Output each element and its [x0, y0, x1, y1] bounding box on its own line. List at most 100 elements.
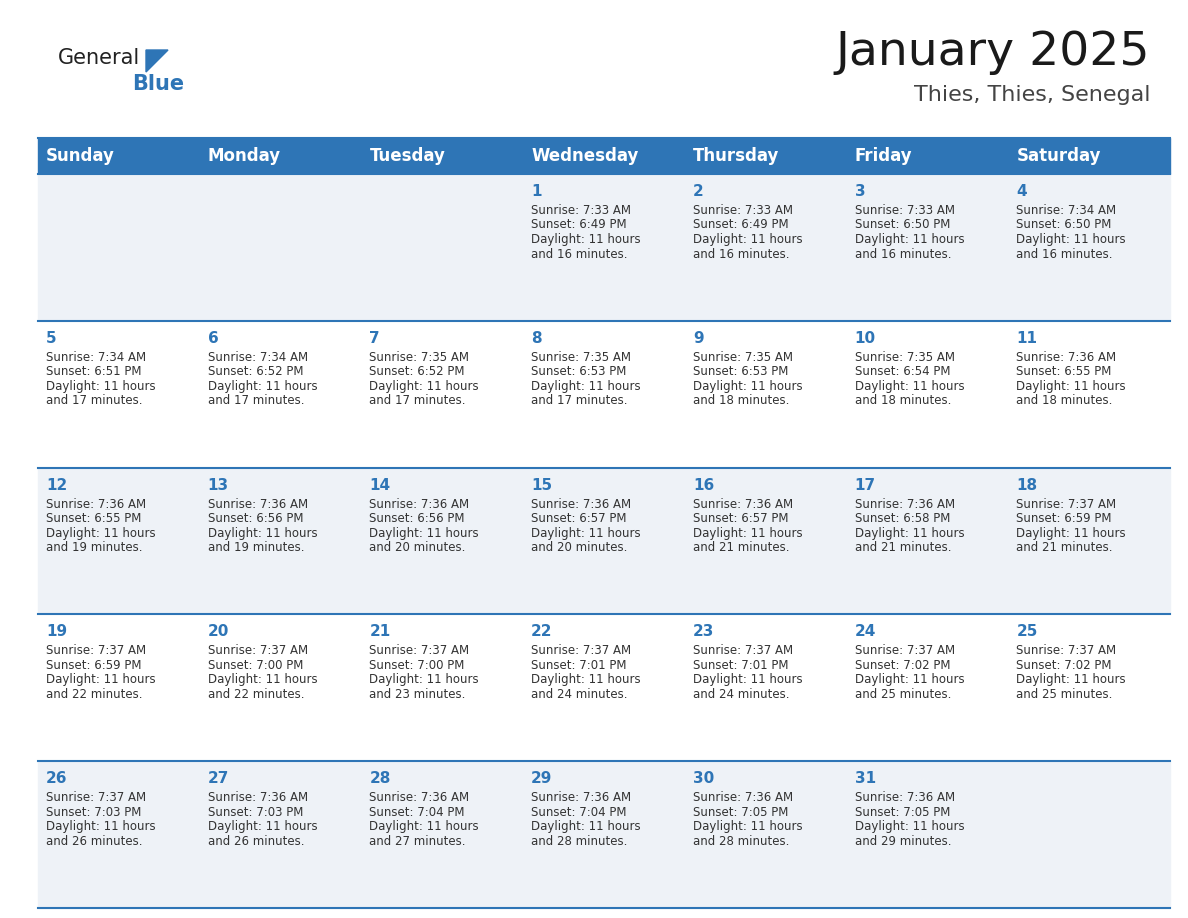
Text: and 17 minutes.: and 17 minutes.	[531, 395, 627, 408]
Text: 9: 9	[693, 330, 703, 346]
Text: Daylight: 11 hours: Daylight: 11 hours	[693, 527, 802, 540]
Bar	[847, 761, 1009, 908]
Text: Sunset: 7:04 PM: Sunset: 7:04 PM	[369, 806, 465, 819]
Bar	[200, 467, 361, 614]
Bar	[200, 138, 361, 174]
Text: 31: 31	[854, 771, 876, 786]
Text: 12: 12	[46, 477, 68, 493]
Text: Daylight: 11 hours: Daylight: 11 hours	[693, 674, 802, 687]
Text: 5: 5	[46, 330, 57, 346]
Text: Daylight: 11 hours: Daylight: 11 hours	[531, 674, 640, 687]
Text: Thursday: Thursday	[693, 147, 779, 165]
Text: and 20 minutes.: and 20 minutes.	[531, 541, 627, 554]
Text: Sunrise: 7:36 AM: Sunrise: 7:36 AM	[693, 791, 792, 804]
Text: Sunset: 7:03 PM: Sunset: 7:03 PM	[208, 806, 303, 819]
Text: and 24 minutes.: and 24 minutes.	[531, 688, 627, 701]
Text: and 26 minutes.: and 26 minutes.	[208, 834, 304, 847]
Bar	[1009, 174, 1170, 320]
Text: and 22 minutes.: and 22 minutes.	[208, 688, 304, 701]
Text: Sunset: 7:02 PM: Sunset: 7:02 PM	[1016, 659, 1112, 672]
Text: Sunrise: 7:34 AM: Sunrise: 7:34 AM	[208, 351, 308, 364]
Text: 8: 8	[531, 330, 542, 346]
Text: Sunset: 6:58 PM: Sunset: 6:58 PM	[854, 512, 950, 525]
Text: Sunrise: 7:34 AM: Sunrise: 7:34 AM	[46, 351, 146, 364]
Text: Daylight: 11 hours: Daylight: 11 hours	[46, 527, 156, 540]
Bar	[38, 138, 200, 174]
Text: Daylight: 11 hours: Daylight: 11 hours	[46, 380, 156, 393]
Bar	[1009, 614, 1170, 761]
Bar	[200, 320, 361, 467]
Text: Sunrise: 7:36 AM: Sunrise: 7:36 AM	[369, 791, 469, 804]
Text: Daylight: 11 hours: Daylight: 11 hours	[854, 820, 965, 834]
Text: and 18 minutes.: and 18 minutes.	[693, 395, 789, 408]
Text: Saturday: Saturday	[1016, 147, 1101, 165]
Text: Sunset: 6:57 PM: Sunset: 6:57 PM	[693, 512, 789, 525]
Bar	[361, 320, 523, 467]
Text: and 19 minutes.: and 19 minutes.	[208, 541, 304, 554]
Text: Daylight: 11 hours: Daylight: 11 hours	[693, 380, 802, 393]
Text: 14: 14	[369, 477, 391, 493]
Text: and 21 minutes.: and 21 minutes.	[854, 541, 952, 554]
Bar	[847, 320, 1009, 467]
Text: Sunrise: 7:36 AM: Sunrise: 7:36 AM	[369, 498, 469, 510]
Bar	[523, 467, 684, 614]
Text: 19: 19	[46, 624, 68, 640]
Text: Sunset: 6:54 PM: Sunset: 6:54 PM	[854, 365, 950, 378]
Text: Sunset: 6:56 PM: Sunset: 6:56 PM	[369, 512, 465, 525]
Text: Sunset: 7:00 PM: Sunset: 7:00 PM	[369, 659, 465, 672]
Text: and 22 minutes.: and 22 minutes.	[46, 688, 143, 701]
Text: 28: 28	[369, 771, 391, 786]
Text: 1: 1	[531, 184, 542, 199]
Bar	[1009, 467, 1170, 614]
Text: and 18 minutes.: and 18 minutes.	[854, 395, 950, 408]
Bar	[200, 614, 361, 761]
Text: 18: 18	[1016, 477, 1037, 493]
Text: Sunrise: 7:37 AM: Sunrise: 7:37 AM	[854, 644, 955, 657]
Text: 26: 26	[46, 771, 68, 786]
Bar	[847, 174, 1009, 320]
Text: Sunrise: 7:36 AM: Sunrise: 7:36 AM	[693, 498, 792, 510]
Text: Sunrise: 7:36 AM: Sunrise: 7:36 AM	[854, 498, 955, 510]
Bar	[361, 761, 523, 908]
Text: and 17 minutes.: and 17 minutes.	[46, 395, 143, 408]
Text: 6: 6	[208, 330, 219, 346]
Text: and 25 minutes.: and 25 minutes.	[854, 688, 950, 701]
Text: Sunrise: 7:33 AM: Sunrise: 7:33 AM	[854, 204, 955, 217]
Bar	[523, 320, 684, 467]
Text: Daylight: 11 hours: Daylight: 11 hours	[531, 380, 640, 393]
Text: 21: 21	[369, 624, 391, 640]
Text: and 23 minutes.: and 23 minutes.	[369, 688, 466, 701]
Text: and 28 minutes.: and 28 minutes.	[693, 834, 789, 847]
Text: Sunset: 6:50 PM: Sunset: 6:50 PM	[854, 218, 950, 231]
Text: and 25 minutes.: and 25 minutes.	[1016, 688, 1113, 701]
Text: Sunrise: 7:37 AM: Sunrise: 7:37 AM	[1016, 498, 1117, 510]
Text: Daylight: 11 hours: Daylight: 11 hours	[369, 527, 479, 540]
Text: Daylight: 11 hours: Daylight: 11 hours	[208, 674, 317, 687]
Text: Daylight: 11 hours: Daylight: 11 hours	[208, 820, 317, 834]
Bar	[684, 174, 847, 320]
Text: Sunrise: 7:33 AM: Sunrise: 7:33 AM	[531, 204, 631, 217]
Text: and 16 minutes.: and 16 minutes.	[531, 248, 627, 261]
Text: Sunrise: 7:35 AM: Sunrise: 7:35 AM	[369, 351, 469, 364]
Text: Daylight: 11 hours: Daylight: 11 hours	[46, 674, 156, 687]
Text: 13: 13	[208, 477, 229, 493]
Text: Monday: Monday	[208, 147, 280, 165]
Bar	[684, 138, 847, 174]
Text: Daylight: 11 hours: Daylight: 11 hours	[1016, 380, 1126, 393]
Text: 27: 27	[208, 771, 229, 786]
Text: Daylight: 11 hours: Daylight: 11 hours	[208, 527, 317, 540]
Text: and 17 minutes.: and 17 minutes.	[208, 395, 304, 408]
Text: January 2025: January 2025	[835, 30, 1150, 75]
Text: Daylight: 11 hours: Daylight: 11 hours	[369, 674, 479, 687]
Bar	[684, 320, 847, 467]
Bar	[847, 614, 1009, 761]
Text: Sunset: 6:53 PM: Sunset: 6:53 PM	[693, 365, 788, 378]
Bar	[38, 467, 200, 614]
Text: 29: 29	[531, 771, 552, 786]
Text: and 24 minutes.: and 24 minutes.	[693, 688, 789, 701]
Bar	[847, 138, 1009, 174]
Text: Sunset: 6:50 PM: Sunset: 6:50 PM	[1016, 218, 1112, 231]
Bar	[523, 614, 684, 761]
Text: Daylight: 11 hours: Daylight: 11 hours	[1016, 527, 1126, 540]
Text: and 21 minutes.: and 21 minutes.	[1016, 541, 1113, 554]
